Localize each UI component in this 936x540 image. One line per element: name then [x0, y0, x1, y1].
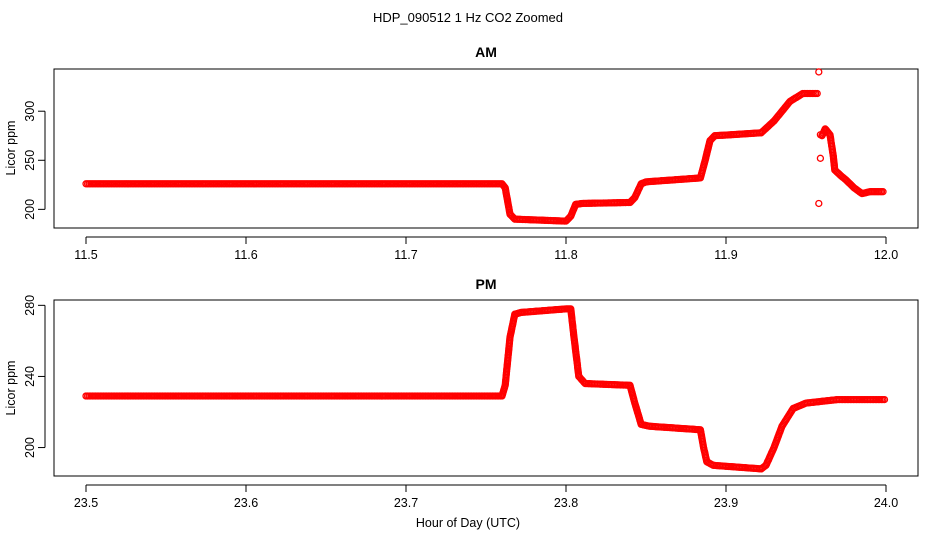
panel-title-pm: PM [476, 276, 497, 292]
plot-frame-pm [53, 299, 919, 477]
panel-title-am: AM [475, 44, 497, 60]
data-point-am [813, 89, 821, 98]
y-axis-label-pm: Licor ppm [4, 361, 18, 416]
y-axis-label-am: Licor ppm [4, 121, 18, 176]
x-tick-label-pm: 23.8 [554, 496, 578, 510]
outlier-point-am [815, 68, 823, 76]
y-tick-label-am: 300 [23, 101, 37, 122]
ticks-am: 11.5 11.6 11.7 11.8 11.9 12.0 200 250 300 [23, 101, 898, 262]
panel-pm: PM Licor ppm 23.5 23.6 23.7 23.8 23.9 24.0 200… [4, 276, 919, 510]
panel-am: AM Licor ppm 11.5 11.6 11.7 11.8 11.9 12.0 200… [4, 44, 919, 262]
y-tick-label-am: 200 [23, 199, 37, 220]
points-am [82, 68, 887, 225]
y-tick-label-pm: 280 [23, 295, 37, 316]
x-tick-label-am: 11.8 [554, 248, 577, 262]
y-tick-label-am: 250 [23, 150, 37, 171]
x-tick-label-pm: 23.7 [394, 496, 418, 510]
x-tick-label-pm: 23.5 [74, 496, 98, 510]
outlier-point-am [816, 154, 825, 162]
x-tick-label-am: 11.9 [714, 248, 737, 262]
x-tick-label-pm: 23.6 [234, 496, 258, 510]
x-tick-label-pm: 24.0 [874, 496, 898, 510]
y-tick-label-pm: 200 [23, 437, 37, 458]
x-tick-label-pm: 23.9 [714, 496, 738, 510]
outlier-point-am [816, 131, 825, 139]
data-point-am [879, 188, 887, 196]
y-tick-label-pm: 240 [23, 366, 37, 387]
figure-title: HDP_090512 1 Hz CO2 Zoomed [373, 10, 563, 25]
x-tick-label-am: 11.7 [394, 248, 417, 262]
x-tick-label-am: 12.0 [874, 248, 898, 262]
x-tick-label-am: 11.6 [234, 248, 257, 262]
x-tick-label-am: 11.5 [74, 248, 97, 262]
ticks-pm: 23.5 23.6 23.7 23.8 23.9 24.0 200 240 280 [23, 295, 898, 510]
data-point-pm [880, 395, 889, 404]
x-axis-label: Hour of Day (UTC) [416, 516, 520, 530]
outlier-point-am [815, 199, 823, 208]
plot-frame-am [53, 68, 919, 229]
points-pm [82, 305, 889, 473]
